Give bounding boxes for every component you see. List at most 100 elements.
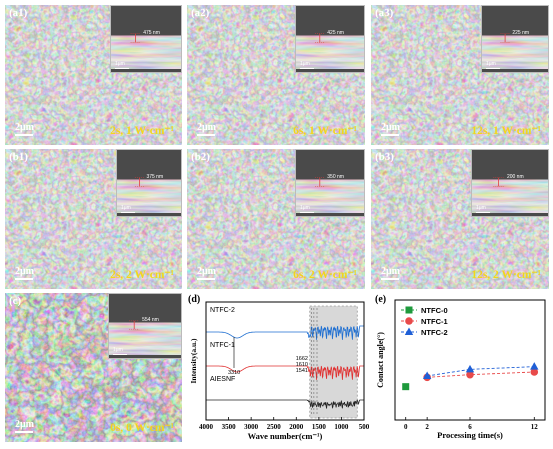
ca-panel-label: (e) bbox=[375, 294, 386, 305]
inset-scale-bar: 1μm bbox=[121, 205, 135, 213]
cross-section-inset: 350 nm 1μm bbox=[295, 149, 365, 217]
ftir-xlabel: Wave number(cm⁻¹) bbox=[248, 431, 323, 441]
cross-section-inset: 375 nm 1μm bbox=[116, 149, 182, 217]
sem-panel: 425 nm 1μm (a2) 2μm 6s, 1 W·cm⁻¹ bbox=[187, 5, 365, 145]
ftir-x-tick-label: 2500 bbox=[267, 423, 282, 431]
ca-xlabel: Processing time(s) bbox=[437, 430, 503, 440]
inset-scale-bar: 1μm bbox=[115, 61, 129, 69]
ftir-annotation-1610: 1610 bbox=[296, 362, 308, 368]
ftir-spectrum-chart: (d) 4000 3500 3000 2500 2000 1500 1000 500 Wave… bbox=[188, 294, 370, 441]
sem-scale-bar: 2μm bbox=[197, 122, 216, 136]
cross-section-image bbox=[111, 6, 181, 72]
processing-condition-label: 12s, 1 W·cm⁻¹ bbox=[471, 125, 541, 137]
ftir-panel-label: (d) bbox=[188, 294, 200, 305]
inset-thickness-label: 425 nm bbox=[327, 29, 344, 36]
processing-condition-label: 2s, 2 W·cm⁻¹ bbox=[110, 269, 174, 281]
cross-section-inset: 554 nm 1μm bbox=[108, 293, 182, 359]
sem-panel: 375 nm 1μm (b1) 2μm 2s, 2 W·cm⁻¹ bbox=[5, 149, 182, 289]
ca-plot-frame bbox=[394, 299, 546, 421]
inset-scale-bar: 1μm bbox=[300, 61, 314, 69]
sem-panel: 475 nm 1μm (a1) 2μm 2s, 1 W·cm⁻¹ bbox=[5, 5, 182, 145]
processing-condition-label: 2s, 1 W·cm⁻¹ bbox=[110, 125, 174, 137]
ftir-series-label-ntfc1: NTFC-1 bbox=[210, 342, 235, 349]
cross-section-image bbox=[296, 6, 364, 72]
ftir-series-label-ntfc2: NTFC-2 bbox=[210, 307, 235, 314]
ca-legend-label: NTFC-0 bbox=[421, 306, 448, 315]
ca-data-point-ntfc-2 bbox=[465, 364, 475, 373]
sem-panel-label: (b3) bbox=[375, 151, 394, 163]
inset-thickness-label: 375 nm bbox=[146, 173, 164, 180]
ca-x-tick-label: 0 bbox=[404, 423, 408, 431]
inset-thickness-label: 350 nm bbox=[327, 173, 344, 180]
ftir-x-tick-label: 1500 bbox=[312, 423, 327, 431]
sem-panel-label: (b1) bbox=[9, 151, 28, 163]
ca-data-point-ntfc-2 bbox=[422, 371, 432, 379]
ca-legend-marker bbox=[405, 317, 413, 325]
ftir-annotation-1541: 1541 bbox=[296, 368, 308, 374]
inset-scale-bar: 1μm bbox=[486, 61, 500, 69]
inset-thickness-label: 554 nm bbox=[142, 317, 159, 324]
ftir-shaded-region bbox=[309, 305, 358, 419]
ftir-annotation-1662: 1662 bbox=[296, 356, 308, 362]
ca-legend-marker bbox=[405, 306, 413, 314]
cross-section-image bbox=[482, 6, 548, 72]
sem-scale-bar: 2μm bbox=[15, 266, 34, 280]
ftir-plot-frame bbox=[205, 301, 365, 421]
sem-scale-bar: 2μm bbox=[197, 266, 216, 280]
ftir-series-line-ntfc-2 bbox=[206, 325, 364, 340]
ftir-x-tick-label: 2000 bbox=[289, 423, 304, 431]
cross-section-image bbox=[117, 150, 181, 216]
ca-data-point-ntfc-2 bbox=[530, 362, 539, 370]
ftir-x-tick-label: 4000 bbox=[199, 423, 214, 431]
ftir-ylabel: Intensity(a.u.) bbox=[189, 338, 198, 384]
sem-panel: 200 nm 1μm (b3) 2μm 12s, 2 W·cm⁻¹ bbox=[371, 149, 549, 289]
sem-panel: 350 nm 1μm (b2) 2μm 6s, 2 W·cm⁻¹ bbox=[187, 149, 365, 289]
sem-panel-label: (a1) bbox=[9, 7, 28, 19]
cross-section-image bbox=[296, 150, 364, 216]
cross-section-inset: 475 nm 1μm bbox=[110, 5, 182, 73]
ca-series-line-ntfc-2 bbox=[427, 366, 535, 377]
sem-panel-label: (b2) bbox=[191, 151, 210, 163]
sem-scale-bar: 2μm bbox=[15, 419, 34, 433]
sem-panel: 554 nm 1μm (c) 2μm 0s, 0 W·cm⁻¹ bbox=[5, 293, 182, 442]
ca-data-point-ntfc-1 bbox=[466, 370, 474, 379]
inset-scale-bar: 1μm bbox=[113, 347, 127, 355]
sem-panel-label: (a2) bbox=[191, 7, 210, 19]
cross-section-image bbox=[109, 294, 181, 358]
ca-data-point-ntfc-0 bbox=[402, 383, 410, 391]
ftir-x-tick-label: 500 bbox=[359, 423, 370, 431]
ftir-series-line-ntfc-1 bbox=[206, 365, 364, 380]
processing-condition-label: 6s, 1 W·cm⁻¹ bbox=[293, 125, 357, 137]
sem-scale-bar: 2μm bbox=[381, 266, 400, 280]
ftir-series-line-aiesnf bbox=[206, 399, 364, 409]
cross-section-image bbox=[472, 150, 548, 216]
ca-legend-label: NTFC-2 bbox=[421, 328, 448, 337]
sem-scale-bar: 2μm bbox=[381, 122, 400, 136]
processing-condition-label: 0s, 0 W·cm⁻¹ bbox=[110, 422, 174, 434]
ftir-x-tick-label: 3000 bbox=[244, 423, 259, 431]
ftir-x-tick-label: 1000 bbox=[334, 423, 349, 431]
cross-section-inset: 225 nm 1μm bbox=[481, 5, 549, 73]
inset-thickness-label: 475 nm bbox=[143, 29, 160, 36]
inset-thickness-label: 225 nm bbox=[512, 29, 530, 36]
inset-thickness-label: 200 nm bbox=[506, 173, 524, 180]
sem-scale-bar: 2μm bbox=[15, 122, 34, 136]
ca-x-tick-label: 12 bbox=[531, 423, 539, 431]
processing-condition-label: 12s, 2 W·cm⁻¹ bbox=[471, 269, 541, 281]
sem-panel-label: (c) bbox=[9, 295, 22, 307]
ca-legend-marker bbox=[404, 327, 414, 335]
contact-angle-chart: (e) 0 2 6 12 NTFC-0 NTFC-1 NTFC-2 Processing … bbox=[375, 294, 546, 440]
sem-panel-label: (a3) bbox=[375, 7, 394, 19]
ca-legend-label: NTFC-1 bbox=[421, 317, 448, 326]
ftir-annotation-3310: 3310 bbox=[228, 370, 240, 376]
cross-section-inset: 200 nm 1μm bbox=[471, 149, 549, 217]
ca-data-point-ntfc-1 bbox=[530, 368, 539, 376]
inset-scale-bar: 1μm bbox=[300, 205, 314, 213]
ftir-x-tick-label: 3500 bbox=[222, 423, 237, 431]
sem-panel: 225 nm 1μm (a3) 2μm 12s, 1 W·cm⁻¹ bbox=[371, 5, 549, 145]
ca-x-tick-label: 6 bbox=[468, 423, 472, 431]
ca-ylabel: Contact angle(°) bbox=[376, 332, 385, 388]
ca-x-tick-label: 2 bbox=[425, 423, 429, 431]
cross-section-inset: 425 nm 1μm bbox=[295, 5, 365, 73]
ftir-series-label-aiesnf: AIESNF bbox=[210, 376, 235, 383]
